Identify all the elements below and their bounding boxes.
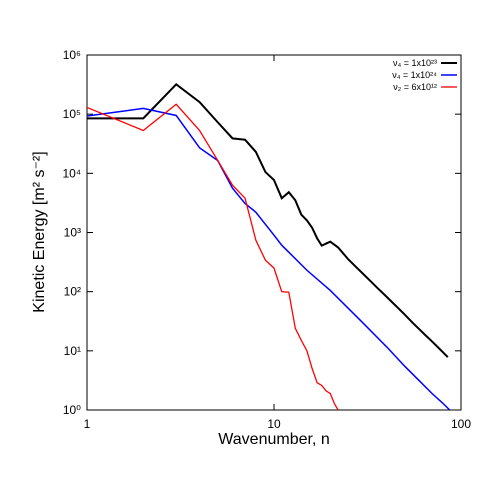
y-tick-label: 10¹: [64, 344, 81, 358]
x-tick-label: 1: [84, 417, 91, 431]
plot-area: [87, 82, 451, 410]
legend-label: ν₄ = 1x10²³: [393, 58, 437, 68]
y-axis-label: Kinetic Energy [m² s⁻²]: [31, 151, 48, 312]
series-line: [87, 103, 339, 410]
y-tick-label: 10²: [64, 285, 81, 299]
series-line: [87, 82, 449, 358]
x-axis-label: Wavenumber, n: [218, 431, 329, 448]
y-tick-label: 10⁰: [63, 403, 81, 417]
x-tick-label: 100: [451, 417, 471, 431]
y-tick-label: 10⁶: [63, 48, 81, 62]
legend-label: ν₂ = 6x10¹²: [393, 82, 437, 92]
y-tick-label: 10⁵: [63, 107, 81, 121]
x-tick-label: 10: [267, 417, 281, 431]
legend-label: ν₄ = 1x10²⁴: [392, 70, 437, 80]
y-tick-label: 10⁴: [62, 166, 81, 180]
series-line: [87, 107, 451, 410]
y-tick-label: 10³: [64, 226, 81, 240]
